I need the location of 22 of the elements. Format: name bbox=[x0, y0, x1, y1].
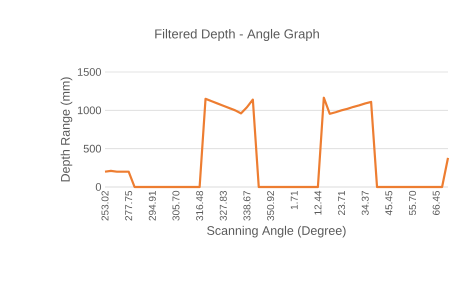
y-tick-label: 500 bbox=[84, 144, 102, 153]
x-tick-label: 338.67 bbox=[243, 191, 250, 221]
x-tick-label: 1.71 bbox=[290, 191, 298, 210]
x-tick-label: 294.91 bbox=[148, 191, 156, 220]
y-tick-label: 1500 bbox=[78, 68, 102, 76]
y-tick-label: 0 bbox=[96, 183, 102, 191]
x-tick-label: 23.71 bbox=[338, 191, 346, 215]
x-tick-label: 45.45 bbox=[385, 190, 392, 216]
x-tick-label: 55.70 bbox=[408, 190, 416, 216]
y-tick-label: 1000 bbox=[78, 106, 102, 114]
x-tick-label: 327.83 bbox=[220, 190, 227, 221]
chart-title: Filtered Depth - Angle Graph bbox=[155, 28, 319, 42]
x-tick-label: 34.37 bbox=[362, 191, 369, 216]
y-axis-title: Depth Range (mm) bbox=[60, 77, 72, 182]
x-tick-label: 305.70 bbox=[172, 190, 180, 221]
x-tick-label: 316.48 bbox=[196, 190, 204, 221]
x-axis-title: Scanning Angle (Degree) bbox=[207, 226, 346, 238]
x-tick-label: 66.45 bbox=[432, 190, 440, 215]
x-tick-label: 350.92 bbox=[267, 191, 274, 221]
x-tick-label: 253.02 bbox=[101, 191, 109, 220]
x-tick-label: 277.75 bbox=[125, 190, 132, 220]
x-tick-label: 12.44 bbox=[314, 190, 322, 215]
